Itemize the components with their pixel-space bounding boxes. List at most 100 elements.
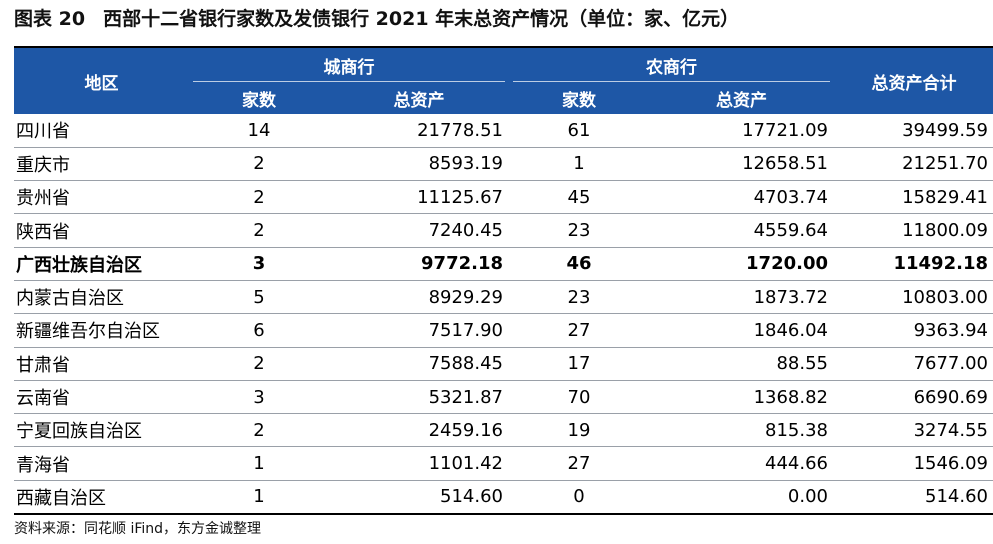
table-row: 新疆维吾尔自治区 6 7517.90 27 1846.04 9363.94 [14, 313, 993, 348]
city-assets-cell: 7240.45 [329, 213, 509, 248]
table-row: 重庆市 2 8593.19 1 12658.51 21251.70 [14, 147, 993, 182]
title-text: 西部十二省银行家数及发债银行 2021 年末总资产情况（单位：家、亿元） [103, 8, 740, 30]
city-count-cell: 1 [189, 446, 329, 481]
city-assets-cell: 5321.87 [329, 380, 509, 415]
rural-assets-cell: 12658.51 [649, 147, 834, 182]
table-row: 云南省 3 5321.87 70 1368.82 6690.69 [14, 380, 993, 415]
rural-assets-cell: 1720.00 [649, 247, 834, 281]
total-assets-cell: 1546.09 [834, 446, 993, 481]
table-row: 陕西省 2 7240.45 23 4559.64 11800.09 [14, 213, 993, 248]
city-count-cell: 2 [189, 180, 329, 215]
table-title: 图表 20 西部十二省银行家数及发债银行 2021 年末总资产情况（单位：家、亿元… [14, 4, 739, 34]
data-table-container: 地区 城商行 农商行 总资产合计 家数 总资产 家数 总资产 四川省 14 2177… [14, 46, 993, 515]
total-assets-cell: 10803.00 [834, 280, 993, 315]
city-assets-cell: 7517.90 [329, 313, 509, 348]
city-assets-cell: 9772.18 [329, 247, 509, 281]
figure-number: 图表 20 [14, 8, 86, 30]
rural-assets-cell: 1368.82 [649, 380, 834, 415]
rural-assets-cell: 4703.74 [649, 180, 834, 215]
rural-assets-cell: 4559.64 [649, 213, 834, 248]
table-row: 内蒙古自治区 5 8929.29 23 1873.72 10803.00 [14, 280, 993, 315]
total-assets-cell: 3274.55 [834, 413, 993, 448]
region-cell: 宁夏回族自治区 [14, 413, 189, 448]
header-rural-bank: 农商行 [509, 47, 834, 82]
city-count-cell: 14 [189, 114, 329, 148]
rural-assets-cell: 815.38 [649, 413, 834, 448]
rural-count-cell: 61 [509, 114, 649, 148]
table-row: 青海省 1 1101.42 27 444.66 1546.09 [14, 446, 993, 481]
total-assets-cell: 514.60 [834, 480, 993, 515]
rural-count-cell: 23 [509, 280, 649, 315]
total-assets-cell: 7677.00 [834, 347, 993, 381]
rural-count-cell: 1 [509, 147, 649, 182]
data-table: 地区 城商行 农商行 总资产合计 家数 总资产 家数 总资产 四川省 14 2177… [14, 46, 993, 515]
header-total-assets: 总资产合计 [834, 47, 993, 114]
city-count-cell: 3 [189, 380, 329, 415]
city-count-cell: 2 [189, 147, 329, 182]
rural-count-cell: 70 [509, 380, 649, 415]
city-assets-cell: 514.60 [329, 480, 509, 515]
total-assets-cell: 6690.69 [834, 380, 993, 415]
rural-count-cell: 27 [509, 446, 649, 481]
region-cell: 内蒙古自治区 [14, 280, 189, 315]
header-city-bank: 城商行 [189, 47, 509, 82]
region-cell: 西藏自治区 [14, 480, 189, 515]
total-assets-cell: 11492.18 [834, 247, 993, 281]
city-count-cell: 3 [189, 247, 329, 281]
region-cell: 重庆市 [14, 147, 189, 182]
region-cell: 新疆维吾尔自治区 [14, 313, 189, 348]
city-count-cell: 2 [189, 413, 329, 448]
region-cell: 云南省 [14, 380, 189, 415]
city-assets-cell: 2459.16 [329, 413, 509, 448]
rural-count-cell: 23 [509, 213, 649, 248]
rural-assets-cell: 0.00 [649, 480, 834, 515]
total-assets-cell: 21251.70 [834, 147, 993, 182]
city-assets-cell: 8929.29 [329, 280, 509, 315]
table-header: 地区 城商行 农商行 总资产合计 家数 总资产 家数 总资产 [14, 47, 993, 114]
header-city-count: 家数 [189, 82, 329, 114]
city-count-cell: 2 [189, 213, 329, 248]
header-region: 地区 [14, 47, 189, 114]
city-count-cell: 6 [189, 313, 329, 348]
rural-count-cell: 19 [509, 413, 649, 448]
table-row: 贵州省 2 11125.67 45 4703.74 15829.41 [14, 180, 993, 215]
city-assets-cell: 11125.67 [329, 180, 509, 215]
table-row: 西藏自治区 1 514.60 0 0.00 514.60 [14, 480, 993, 515]
rural-assets-cell: 1873.72 [649, 280, 834, 315]
region-cell: 甘肃省 [14, 347, 189, 381]
region-cell: 贵州省 [14, 180, 189, 215]
rural-count-cell: 45 [509, 180, 649, 215]
rural-count-cell: 17 [509, 347, 649, 381]
rural-assets-cell: 88.55 [649, 347, 834, 381]
city-count-cell: 2 [189, 347, 329, 381]
rural-assets-cell: 1846.04 [649, 313, 834, 348]
table-row: 四川省 14 21778.51 61 17721.09 39499.59 [14, 114, 993, 148]
rural-assets-cell: 17721.09 [649, 114, 834, 148]
city-assets-cell: 8593.19 [329, 147, 509, 182]
city-count-cell: 1 [189, 480, 329, 515]
region-cell: 广西壮族自治区 [14, 247, 189, 281]
total-assets-cell: 39499.59 [834, 114, 993, 148]
table-row: 广西壮族自治区 3 9772.18 46 1720.00 11492.18 [14, 247, 993, 281]
table-row: 宁夏回族自治区 2 2459.16 19 815.38 3274.55 [14, 413, 993, 448]
rural-count-cell: 46 [509, 247, 649, 281]
table-body: 四川省 14 21778.51 61 17721.09 39499.59 重庆市 2 8593.… [14, 114, 993, 515]
city-assets-cell: 21778.51 [329, 114, 509, 148]
region-cell: 青海省 [14, 446, 189, 481]
city-count-cell: 5 [189, 280, 329, 315]
rural-assets-cell: 444.66 [649, 446, 834, 481]
total-assets-cell: 15829.41 [834, 180, 993, 215]
total-assets-cell: 9363.94 [834, 313, 993, 348]
header-city-assets: 总资产 [329, 82, 509, 114]
region-cell: 陕西省 [14, 213, 189, 248]
city-assets-cell: 7588.45 [329, 347, 509, 381]
header-rural-count: 家数 [509, 82, 649, 114]
table-row: 甘肃省 2 7588.45 17 88.55 7677.00 [14, 347, 993, 381]
source-note: 资料来源：同花顺 iFind，东方金诚整理 [14, 521, 262, 537]
region-cell: 四川省 [14, 114, 189, 148]
rural-count-cell: 27 [509, 313, 649, 348]
city-assets-cell: 1101.42 [329, 446, 509, 481]
rural-count-cell: 0 [509, 480, 649, 515]
header-rural-assets: 总资产 [649, 82, 834, 114]
total-assets-cell: 11800.09 [834, 213, 993, 248]
